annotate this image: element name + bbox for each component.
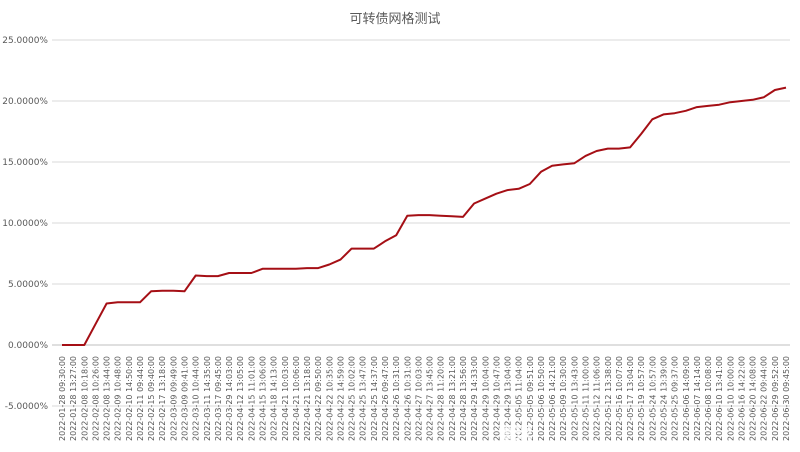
x-tick-label: 2022-04-26 10:31:00 [403,356,412,441]
x-tick-label: 2022-06-07 14:14:00 [693,356,702,441]
x-tick-label: 2022-02-10 14:50:00 [125,356,134,441]
x-tick-label: 2022-04-21 13:18:00 [303,356,312,441]
x-tick-label: 2022-04-29 10:47:00 [492,356,501,441]
x-tick-label: 2022-05-24 13:39:00 [660,356,669,441]
x-tick-label: 2022-06-10 10:00:00 [726,356,735,441]
x-tick-label: 2022-02-08 10:18:00 [80,356,89,441]
x-tick-label: 2022-05-24 10:57:00 [648,356,657,441]
x-tick-label: 2022-03-09 09:41:00 [181,356,190,441]
x-tick-label: 2022-04-25 14:37:00 [370,356,379,441]
x-tick-label: 2022-04-18 14:13:00 [270,356,279,441]
grid-layer [52,39,790,407]
x-tick-label: 2022-03-10 10:44:00 [192,356,201,441]
x-tick-label: 2022-02-09 10:48:00 [114,356,123,441]
x-tick-label: 2022-04-12 13:05:00 [236,356,245,441]
x-tick-label: 2022-06-29 09:52:00 [771,356,780,441]
x-tick-label: 2022-05-09 10:30:00 [559,356,568,441]
x-tick-label: 2022-06-20 14:08:00 [749,356,758,441]
x-tick-label: 2022-05-12 11:06:00 [593,356,602,441]
x-tick-label: 2022-04-21 10:03:00 [281,356,290,441]
x-tick-label: 2022-03-11 14:35:00 [203,356,212,441]
x-tick-label: 2022-05-19 10:57:00 [637,356,646,441]
chart-title: 可转债网格测试 [349,11,440,27]
x-tick-label: 2022-06-08 10:08:00 [704,356,713,441]
y-tick-label: 5.0000% [8,280,48,290]
x-tick-label: 2022-05-06 14:21:00 [548,356,557,441]
x-tick-label: 2022-04-29 10:04:00 [481,356,490,441]
x-tick-label: 2022-02-15 09:40:00 [147,356,156,441]
x-tick-label: 2022-04-21 10:06:00 [292,356,301,441]
x-tick-label: 2022-03-17 09:45:00 [214,356,223,441]
x-tick-label: 2022-05-10 13:43:00 [570,356,579,441]
x-tick-label: 2022-03-09 09:49:00 [169,356,178,441]
x-tick-label: 2022-05-05 09:51:00 [526,356,535,441]
x-tick-label: 2022-06-06 14:09:00 [682,356,691,441]
y-tick-label: 25.0000% [2,36,48,46]
x-tick-label: 2022-05-11 11:00:00 [582,356,591,441]
x-tick-label: 2022-02-11 09:44:00 [136,356,145,441]
x-tick-label: 2022-06-10 13:41:00 [715,356,724,441]
x-tick-label: 2022-06-16 14:22:00 [737,356,746,441]
x-tick-label: 2022-06-22 09:44:00 [760,356,769,441]
x-tick-label: 2022-04-25 13:47:00 [359,356,368,441]
x-tick-label: 2022-04-27 13:45:00 [426,356,435,441]
y-tick-label: 10.0000% [2,219,48,229]
x-tick-label: 2022-05-17 13:04:00 [626,356,635,441]
x-tick-label: 2022-04-28 13:21:00 [448,356,457,441]
x-tick-label: 2022-04-22 09:50:00 [314,356,323,441]
x-tick-label: 2022-04-27 10:03:00 [414,356,423,441]
y-tick-label: 20.0000% [2,97,48,107]
x-tick-label: 2022-03-29 14:03:00 [225,356,234,441]
x-tick-label: 2022-04-26 09:47:00 [381,356,390,441]
x-tick-label: 2022-04-28 11:20:00 [437,356,446,441]
x-tick-label: 2022-01-28 13:27:00 [69,356,78,441]
x-tick-label: 2022-04-25 10:02:00 [348,356,357,441]
x-tick-label: 2022-05-06 10:50:00 [537,356,546,441]
x-tick-label: 2022-06-30 09:45:00 [782,356,791,441]
x-tick-label: 2022-05-12 13:38:00 [604,356,613,441]
watermark-text: 雪球 [498,425,533,445]
y-tick-label: -5.0000% [5,402,49,412]
x-tick-label: 2022-04-15 11:01:00 [247,356,256,441]
x-tick-label: 2022-04-22 10:35:00 [325,356,334,441]
x-tick-label: 2022-04-15 13:06:00 [259,356,268,441]
x-tick-label: 2022-04-29 14:33:00 [470,356,479,441]
x-tick-label: 2022-04-26 10:31:00 [392,356,401,441]
x-tick-label: 2022-02-17 13:18:00 [158,356,167,441]
y-tick-label: 0.0000% [8,341,48,351]
x-tick-label: 2022-05-05 11:04:00 [515,356,524,441]
x-axis: 2022-01-28 09:30:00 2022-01-28 13:27:00 20… [58,356,791,441]
x-tick-label: 2022-01-28 09:30:00 [58,356,67,441]
x-tick-label: 2022-05-16 10:07:00 [615,356,624,441]
x-tick-label: 2022-02-08 10:26:00 [91,356,100,441]
x-tick-label: 2022-02-08 13:44:00 [103,356,112,441]
x-tick-label: 2022-04-22 14:59:00 [337,356,346,441]
y-tick-label: 15.0000% [2,158,48,168]
series-line [62,86,787,346]
x-tick-label: 2022-04-28 13:56:00 [459,356,468,441]
x-tick-label: 2022-04-29 13:04:00 [504,356,513,441]
x-tick-label: 2022-05-25 09:37:00 [671,356,680,441]
y-axis: -5.0000% 0.0000% 5.0000% 10.0000% 15.0000% 20… [2,36,48,412]
